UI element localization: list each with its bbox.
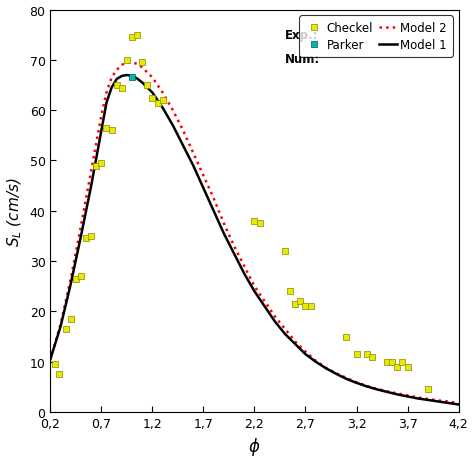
Point — [108, 127, 115, 135]
Point — [389, 358, 396, 366]
Point — [103, 125, 110, 132]
Point — [292, 300, 299, 308]
Point — [404, 363, 411, 371]
Point — [52, 361, 59, 368]
Point — [383, 358, 391, 366]
Point — [77, 273, 85, 280]
Point — [82, 235, 90, 243]
Point — [159, 97, 166, 105]
Point — [67, 316, 74, 323]
Point — [55, 371, 62, 378]
Point — [113, 82, 120, 89]
Point — [393, 363, 401, 371]
Point — [133, 32, 141, 39]
Point — [87, 233, 95, 240]
Point — [302, 303, 310, 310]
Point — [353, 350, 360, 358]
Point — [62, 325, 70, 333]
Text: Num:: Num: — [285, 53, 320, 66]
Point — [281, 248, 289, 255]
Point — [72, 275, 80, 283]
Point — [92, 163, 100, 170]
Point — [307, 303, 314, 310]
Point — [138, 60, 146, 67]
Legend: Checkel, Parker, Model 2, Model 1: Checkel, Parker, Model 2, Model 1 — [300, 16, 453, 58]
Point — [286, 288, 294, 295]
X-axis label: $\phi$: $\phi$ — [248, 436, 261, 457]
Text: Exp.:: Exp.: — [285, 29, 319, 42]
Point — [399, 358, 406, 366]
Point — [251, 218, 258, 225]
Point — [368, 353, 375, 361]
Point — [363, 350, 371, 358]
Point — [118, 85, 126, 92]
Point — [128, 34, 136, 42]
Point — [424, 386, 432, 393]
Point — [149, 94, 156, 102]
Point — [297, 298, 304, 306]
Point — [128, 75, 136, 82]
Point — [343, 333, 350, 341]
Point — [256, 220, 264, 228]
Point — [98, 160, 105, 167]
Point — [144, 82, 151, 89]
Y-axis label: $S_L$ (cm/s): $S_L$ (cm/s) — [6, 176, 24, 246]
Point — [154, 100, 161, 107]
Point — [123, 57, 131, 64]
